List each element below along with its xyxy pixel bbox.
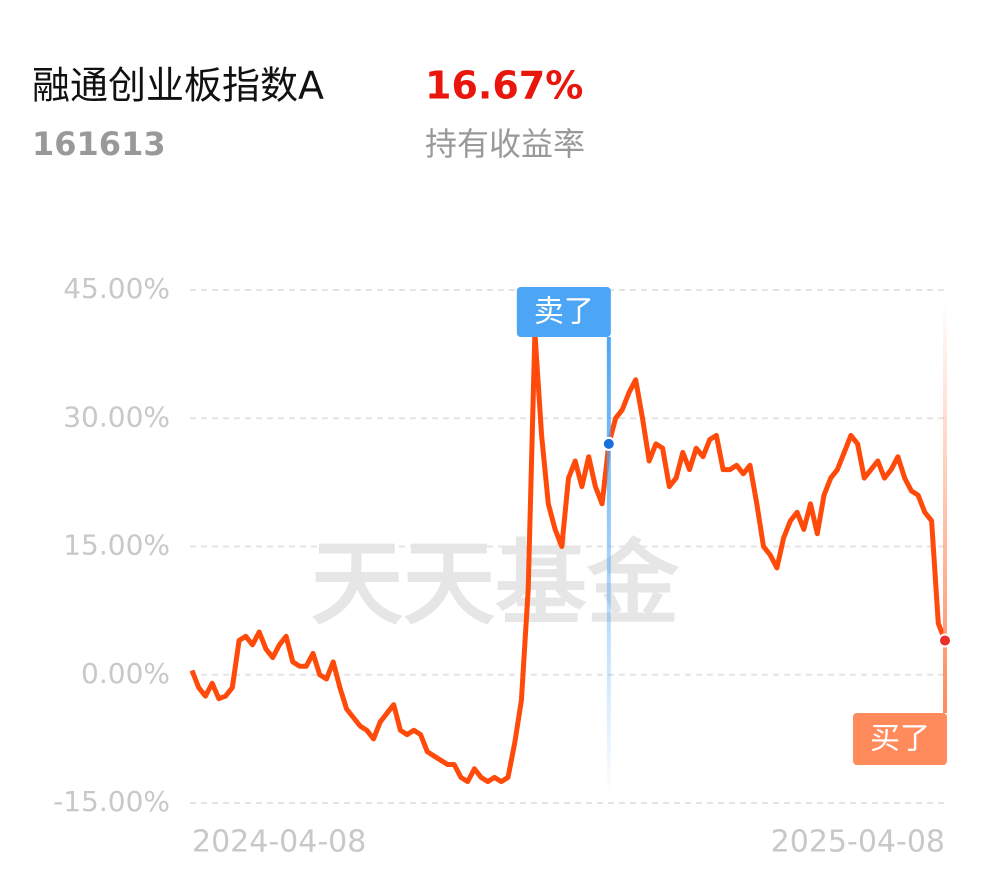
watermark: 天天基金: [311, 530, 680, 637]
marker-line: [606, 337, 611, 797]
fund-code: 161613: [32, 125, 166, 163]
x-tick-label: 2025-04-08: [771, 825, 945, 860]
marker-line: [943, 300, 947, 713]
y-tick-label: -15.00%: [53, 785, 170, 818]
marker-dot: [938, 633, 952, 648]
y-tick-label: 45.00%: [63, 272, 170, 305]
marker-box: [853, 713, 947, 765]
fund-name: 融通创业板指数A: [32, 64, 324, 108]
y-tick-label: 0.00%: [81, 657, 170, 690]
marker-box: [516, 287, 611, 337]
line-series: [189, 330, 948, 785]
y-tick-label: 30.00%: [63, 400, 170, 433]
return-label: 持有收益率: [425, 125, 585, 163]
marker-label: 卖了: [534, 295, 594, 330]
marker-label: 买了: [870, 722, 930, 757]
x-tick-label: 2024-04-08: [192, 825, 366, 860]
return-value: 16.67%: [425, 64, 583, 108]
y-tick-label: 15.00%: [63, 529, 170, 562]
marker-dot: [601, 436, 616, 451]
